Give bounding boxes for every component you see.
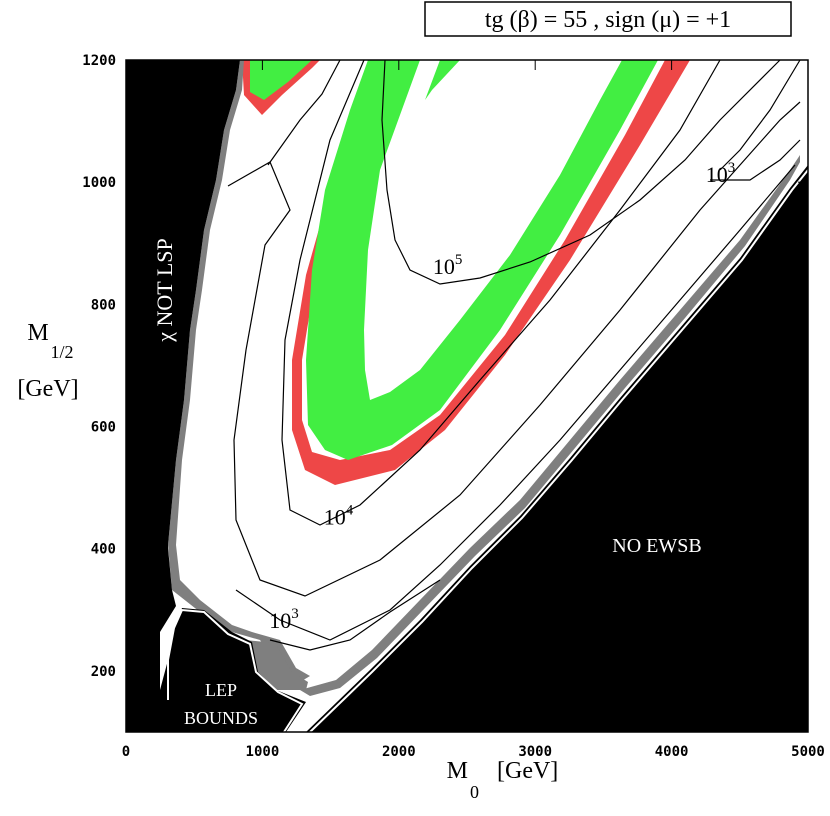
x-tick-label: 5000 (791, 744, 825, 760)
lep-bounds-region (126, 608, 306, 732)
y-tick-label: 800 (91, 297, 116, 313)
contour-line-2 (267, 59, 341, 166)
no-ewsb-label: NO EWSB (612, 535, 701, 557)
lep-label: LEP (205, 680, 237, 700)
y-tick-label: 200 (91, 664, 116, 680)
contour-labels: 103 105 104 103 (269, 160, 735, 633)
chart-title: tg (β) = 55 , sign (μ) = +1 (485, 7, 731, 33)
chi-not-lsp-region (126, 60, 240, 548)
allowed-green-region-upper (425, 60, 460, 100)
y-tick-label: 600 (91, 420, 116, 436)
title-box (424, 1, 792, 37)
no-ewsb-region (306, 165, 808, 732)
x-tick-labels: 0 1000 2000 3000 4000 5000 (122, 744, 825, 760)
allowed-red-region (242, 60, 690, 485)
x-axis-label: M (447, 758, 468, 784)
y-tick-label: 1200 (82, 53, 116, 69)
contour-line-8 (710, 139, 801, 181)
no-ewsb-boundary-line (309, 169, 809, 733)
x-axis-unit: [GeV] (497, 758, 558, 784)
allowed-green-region-band (306, 60, 658, 460)
contour-value-label: 104 (324, 502, 354, 529)
contour-line-6 (381, 59, 781, 285)
contour-line-7 (719, 59, 801, 171)
x-tick-label: 0 (122, 744, 130, 760)
contour-line-3 (235, 164, 796, 641)
x-tick-label: 3000 (518, 744, 552, 760)
contour-lines (227, 59, 801, 651)
x-tick-label: 4000 (655, 744, 689, 760)
x-axis-label-sub: 0 (470, 782, 479, 802)
x-tick-label: 1000 (246, 744, 280, 760)
contour-line-4 (269, 579, 441, 651)
y-tick-labels: 200 400 600 800 1000 1200 (82, 53, 116, 680)
y-axis-unit: [GeV] (17, 376, 78, 402)
contour-line-1 (227, 101, 801, 597)
chi-not-lsp-label: χ NOT LSP (152, 238, 177, 343)
bounds-label: BOUNDS (184, 708, 258, 728)
plot-frame (125, 59, 809, 733)
y-tick-label: 400 (91, 542, 116, 558)
contour-value-label: 103 (706, 160, 736, 187)
tick-marks (125, 59, 809, 732)
y-axis-label-sub: 1/2 (50, 342, 73, 362)
y-axis-label: M (27, 320, 48, 346)
lep-bound-line (167, 608, 304, 733)
y-tick-label: 1000 (82, 175, 116, 191)
allowed-green-region-top (250, 60, 312, 100)
contour-line-5 (281, 59, 721, 526)
contour-value-label: 105 (433, 252, 463, 279)
contour-value-label: 103 (269, 606, 299, 633)
chi-not-lsp-region-low (126, 548, 176, 690)
x-tick-label: 2000 (382, 744, 416, 760)
